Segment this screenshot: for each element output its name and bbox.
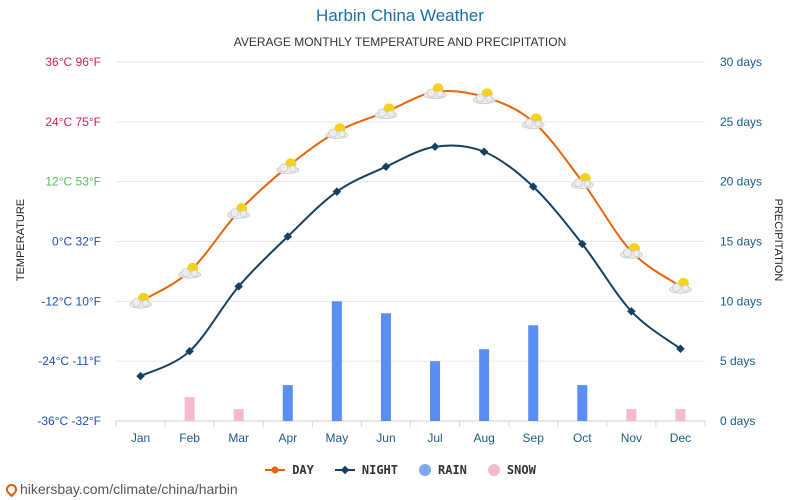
month-label: Nov (621, 431, 642, 445)
legend-day-swatch (265, 466, 286, 474)
month-label: Oct (573, 431, 592, 445)
precipitation-tick-label: 0 days (720, 414, 755, 428)
source-link[interactable]: hikersbay.com/climate/china/harbin (3, 481, 238, 497)
snow-bar (626, 409, 637, 421)
legend-night[interactable]: NIGHT (334, 463, 398, 477)
night-point (234, 282, 243, 291)
precipitation-tick-label: 25 days (720, 115, 762, 129)
month-label: Apr (278, 431, 297, 445)
night-point (381, 162, 391, 171)
legend-rain-label: RAIN (438, 463, 467, 477)
legend-snow-label: SNOW (506, 463, 536, 477)
night-line (140, 144, 682, 378)
partly-sunny-icon (570, 172, 594, 189)
legend-day[interactable]: DAY (264, 463, 314, 477)
temperature-tick-label: 0°C 32°F (52, 235, 101, 249)
month-label: Aug (473, 431, 494, 445)
rain-bar (577, 385, 588, 421)
month-label: Jan (131, 431, 150, 445)
temperature-tick-label: 36°C 96°F (45, 55, 101, 69)
month-label: Jun (376, 431, 395, 445)
month-label: Mar (228, 431, 249, 445)
month-label: Jul (427, 431, 442, 445)
month-label: Sep (523, 431, 545, 445)
legend-snow[interactable]: SNOW (487, 463, 536, 477)
rain-bar (528, 325, 539, 421)
legend-snow-swatch (487, 464, 500, 476)
precipitation-tick-label: 20 days (720, 175, 762, 189)
precipitation-tick-label: 5 days (720, 354, 755, 368)
source-url: hikersbay.com/climate/china/harbin (20, 481, 238, 497)
rain-bar (380, 313, 391, 421)
temperature-tick-label: 12°C 53°F (45, 175, 101, 189)
night-point (627, 307, 636, 316)
night-point (136, 371, 145, 381)
legend-night-swatch (334, 465, 355, 475)
temperature-tick-label: -12°C 10°F (41, 294, 101, 308)
partly-sunny-icon (374, 102, 398, 120)
precipitation-tick-label: 10 days (720, 294, 762, 308)
legend-day-label: DAY (292, 463, 314, 477)
legend-rain[interactable]: RAIN (418, 463, 467, 477)
rain-bar (331, 301, 342, 421)
partly-sunny-icon (669, 277, 692, 294)
partly-sunny-icon (619, 242, 643, 259)
snow-bar (675, 409, 686, 421)
rain-bar (479, 349, 490, 421)
month-label: Dec (670, 431, 691, 445)
partly-sunny-icon (472, 88, 496, 105)
legend-rain-swatch (419, 464, 431, 476)
snow-bar (233, 409, 244, 421)
map-pin-icon (3, 481, 20, 497)
rain-bar (430, 361, 441, 421)
night-point (332, 187, 342, 196)
night-point (479, 147, 489, 156)
partly-sunny-icon (325, 122, 349, 140)
chart-title: Harbin China Weather (316, 6, 484, 25)
partly-sunny-icon (129, 292, 152, 309)
legend-night-label: NIGHT (361, 463, 398, 477)
snow-bar (184, 397, 195, 421)
precipitation-tick-label: 15 days (720, 235, 762, 249)
night-point (283, 232, 293, 241)
partly-sunny-icon (227, 202, 251, 219)
month-label: Feb (179, 431, 200, 445)
night-point (185, 346, 194, 356)
rain-bar (282, 385, 293, 421)
partly-sunny-icon (423, 83, 447, 100)
temperature-tick-label: -36°C -32°F (37, 414, 101, 428)
legend: DAY NIGHT RAIN SNOW (0, 463, 800, 477)
precipitation-tick-label: 30 days (720, 55, 762, 69)
night-point (676, 344, 685, 353)
month-label: May (326, 431, 349, 445)
night-point (430, 142, 440, 152)
temperature-tick-label: -24°C -11°F (38, 354, 101, 368)
partly-sunny-icon (178, 262, 202, 279)
temperature-tick-label: 24°C 75°F (45, 115, 101, 129)
chart-subtitle: AVERAGE MONTHLY TEMPERATURE AND PRECIPIT… (233, 35, 567, 49)
